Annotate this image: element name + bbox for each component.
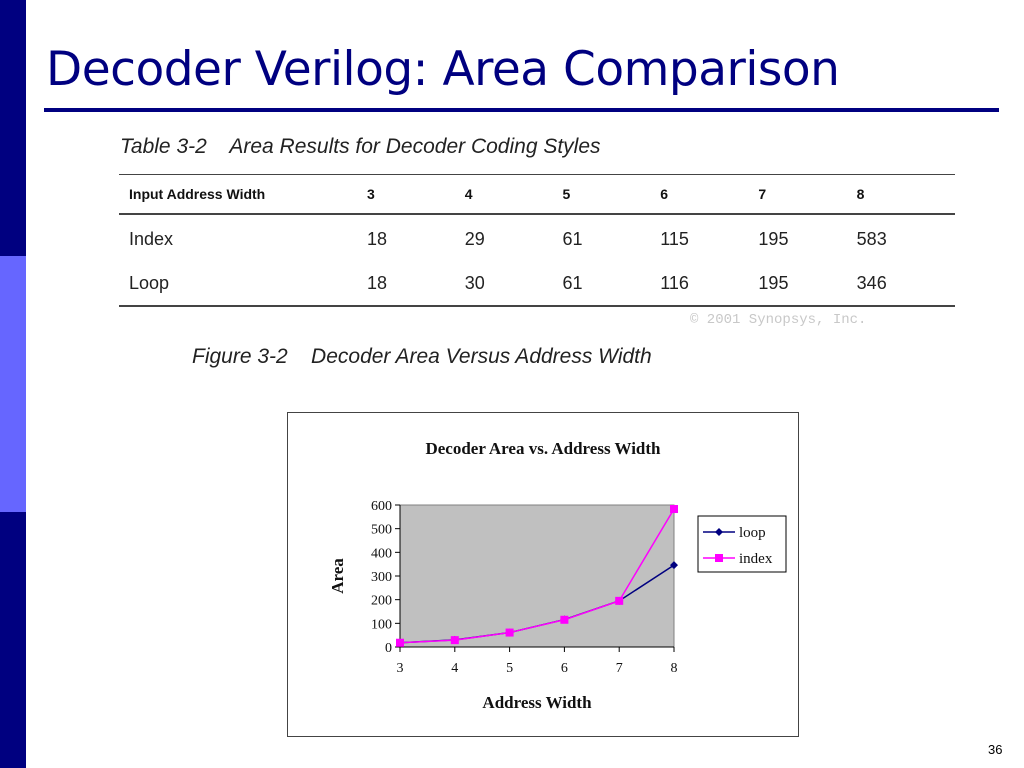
chart-frame: Decoder Area vs. Address Width 0 100 200 300… [287,412,799,737]
page-number: 36 [988,742,1003,757]
y-tick-label: 100 [371,617,392,632]
y-tick-label: 0 [385,641,392,656]
chart-title: Decoder Area vs. Address Width [425,439,661,458]
data-point-index [560,615,569,624]
table-cell: 29 [464,228,485,249]
sidebar-band-middle [0,256,26,512]
data-point-index [615,596,624,605]
y-tick-label: 300 [371,570,392,585]
line-chart: Decoder Area vs. Address Width 0 100 200 300… [328,439,787,712]
table-header-row: Input Address Width 3 4 5 6 7 8 [119,174,955,214]
series-line-index [399,508,675,644]
table-header-cell: 3 [367,186,375,202]
sidebar-band-bottom [0,512,26,768]
table-caption: Table 3-2 Area Results for Decoder Codin… [120,135,601,158]
table-cell: 30 [464,272,485,293]
data-point-index [396,638,404,647]
table-cell: 115 [660,228,689,249]
copyright-notice: © 2001 Synopsys, Inc. [690,312,867,328]
table-header-cell: 6 [660,186,669,202]
x-tick-label: 8 [671,661,678,676]
x-tick-label: 7 [616,661,623,676]
table-cell: 18 [367,272,388,293]
x-tick-label: 3 [397,661,404,676]
table-header-cell: 8 [856,186,865,202]
x-tick-label: 4 [451,661,458,676]
table-cell: Loop [129,272,170,293]
table-header-cell: 4 [464,186,473,202]
table-cell: 195 [758,272,789,293]
x-axis-label: Address Width [482,693,592,712]
legend-marker-index [715,554,723,562]
data-point-index [670,505,678,514]
legend-marker-loop [715,528,723,536]
y-tick-label: 200 [371,594,392,609]
table-cell: 346 [856,272,887,293]
table-header-cell: 7 [758,186,767,202]
y-tick-label: 500 [371,523,392,538]
data-point-index [505,628,514,637]
table-row: Index 18 29 61 115 195 583 [119,214,955,261]
plot-area [399,504,675,648]
slide-title: Decoder Verilog: Area Comparison [46,42,840,97]
data-point-loop [670,561,678,570]
table-cell: Index [129,228,174,249]
title-underline [44,108,999,112]
table-cell: 61 [562,228,583,249]
y-axis-label: Area [328,558,347,594]
legend-box [697,515,787,573]
figure-caption: Figure 3-2 Decoder Area Versus Address W… [192,345,652,368]
table-cell: 583 [856,228,887,249]
y-tick-label: 600 [371,499,392,514]
table-cell: 116 [660,272,689,293]
table-header-cell: Input Address Width [129,186,266,202]
table-cell: 18 [367,228,388,249]
x-tick-label: 5 [506,661,513,676]
table-cell: 61 [562,272,583,293]
legend-label-index: index [739,551,773,567]
area-results-table: Input Address Width 3 4 5 6 7 8 Index 18… [119,174,955,307]
y-tick-label: 400 [371,546,392,561]
data-point-index [450,636,459,645]
legend-label-loop: loop [739,525,766,541]
table-row: Loop 18 30 61 116 195 346 [119,261,955,306]
table-cell: 195 [758,228,789,249]
table-header-cell: 5 [562,186,571,202]
x-tick-label: 6 [561,661,568,676]
sidebar-band-top [0,0,26,256]
